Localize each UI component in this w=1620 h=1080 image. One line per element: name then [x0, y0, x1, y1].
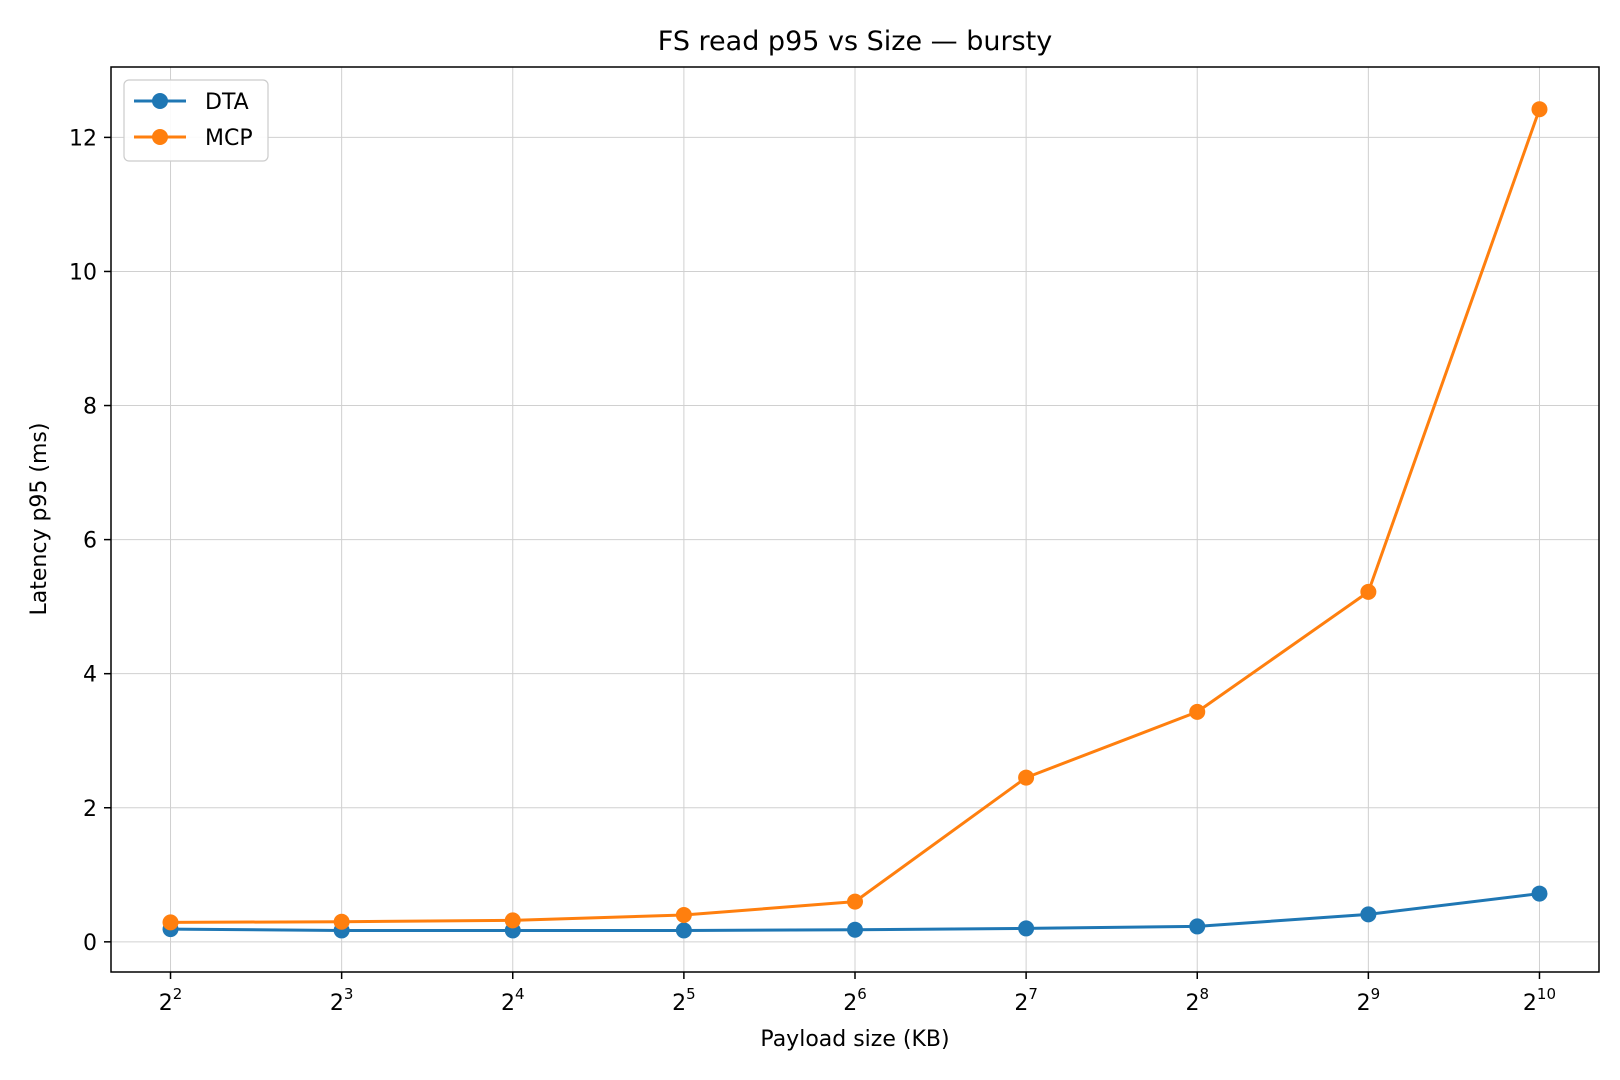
x-tick-label: 23 — [330, 985, 354, 1016]
data-point-dta — [847, 921, 863, 938]
y-tick-label: 0 — [83, 931, 97, 956]
data-point-mcp — [1189, 703, 1206, 720]
legend-label-dta: DTA — [205, 90, 249, 115]
data-point-dta — [1360, 906, 1377, 923]
grid — [111, 67, 1599, 972]
x-axis-label: Payload size (KB) — [760, 1027, 949, 1052]
series-mcp — [162, 101, 1548, 931]
data-point-mcp — [162, 914, 179, 931]
chart-title: FS read p95 vs Size — bursty — [658, 26, 1052, 57]
data-point-mcp — [1360, 583, 1377, 600]
x-tick-label: 29 — [1357, 985, 1381, 1016]
x-tick-label: 26 — [843, 985, 867, 1016]
data-point-mcp — [847, 893, 863, 910]
data-point-mcp — [675, 907, 692, 924]
data-point-mcp — [333, 913, 350, 930]
data-point-dta — [1018, 920, 1035, 937]
data-point-dta — [1189, 918, 1206, 935]
x-tick-label: 24 — [501, 985, 525, 1016]
y-tick-label: 10 — [69, 260, 97, 285]
y-tick-label: 8 — [83, 395, 97, 420]
series-layer — [162, 101, 1548, 939]
y-axis-label: Latency p95 (ms) — [27, 423, 52, 616]
data-point-dta — [675, 922, 692, 939]
y-tick-label: 6 — [83, 529, 97, 554]
x-tick-label: 22 — [159, 985, 183, 1016]
x-tick-label: 210 — [1523, 985, 1556, 1016]
x-tick-label: 27 — [1014, 985, 1038, 1016]
data-point-dta — [1531, 885, 1548, 902]
x-tick-label: 28 — [1185, 985, 1209, 1016]
data-point-mcp — [1531, 101, 1548, 118]
legend-marker-mcp — [152, 129, 168, 145]
legend-marker-dta — [152, 93, 168, 109]
y-tick-label: 12 — [69, 126, 97, 151]
y-tick-label: 2 — [83, 797, 97, 822]
legend: DTA MCP — [123, 79, 269, 162]
y-tick-label: 4 — [83, 663, 97, 688]
data-point-mcp — [504, 912, 521, 929]
x-tick-label: 25 — [672, 985, 696, 1016]
legend-label-mcp: MCP — [205, 126, 253, 151]
y-axis: 0 2 4 6 8 10 12 — [69, 126, 111, 956]
x-axis: 22 23 24 25 26 27 28 29 210 — [159, 972, 1556, 1016]
data-point-mcp — [1018, 769, 1035, 786]
